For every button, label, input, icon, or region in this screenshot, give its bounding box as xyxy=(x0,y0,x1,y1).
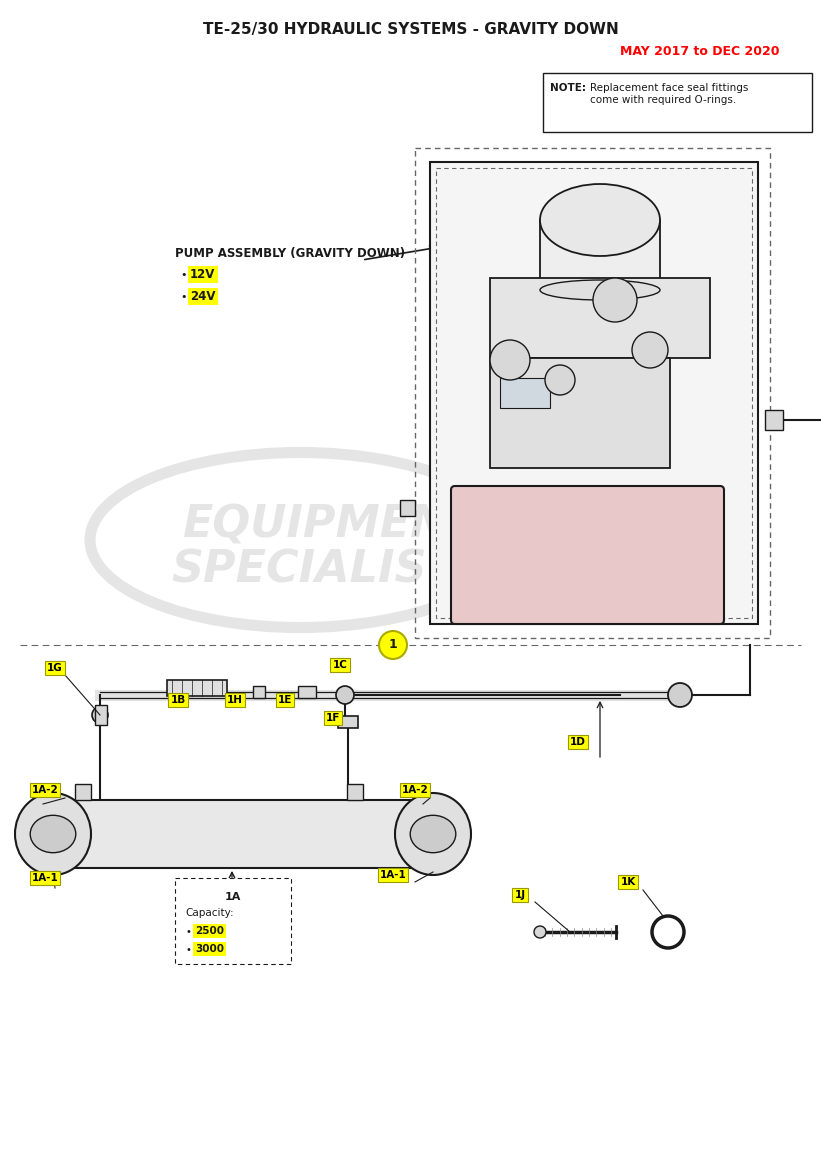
Circle shape xyxy=(336,686,354,703)
Text: 1J: 1J xyxy=(515,890,525,900)
Text: •: • xyxy=(180,292,186,302)
Text: MAY 2017 to DEC 2020: MAY 2017 to DEC 2020 xyxy=(621,45,780,58)
Text: EQUIPMENT: EQUIPMENT xyxy=(182,503,478,546)
Ellipse shape xyxy=(540,184,660,256)
Text: 1: 1 xyxy=(388,639,397,651)
FancyBboxPatch shape xyxy=(175,878,291,964)
Text: 1F: 1F xyxy=(326,713,340,723)
Bar xyxy=(95,705,107,725)
Text: 1E: 1E xyxy=(277,695,292,705)
FancyBboxPatch shape xyxy=(543,73,812,132)
Text: •: • xyxy=(185,945,190,955)
Text: 1D: 1D xyxy=(570,737,586,747)
Bar xyxy=(298,686,316,698)
Circle shape xyxy=(668,683,692,707)
Text: •: • xyxy=(180,270,186,280)
Text: 1A-1: 1A-1 xyxy=(32,874,58,883)
Text: NOTE:: NOTE: xyxy=(550,83,586,93)
Circle shape xyxy=(490,340,530,379)
Circle shape xyxy=(534,926,546,938)
Text: •: • xyxy=(185,927,190,937)
Ellipse shape xyxy=(540,280,660,300)
Circle shape xyxy=(379,631,407,659)
Text: 1A-2: 1A-2 xyxy=(32,784,58,795)
Text: Replacement face seal fittings
come with required O-rings.: Replacement face seal fittings come with… xyxy=(590,83,749,104)
Circle shape xyxy=(632,332,668,368)
Ellipse shape xyxy=(410,816,456,853)
Circle shape xyxy=(593,278,637,322)
Text: 1G: 1G xyxy=(47,663,63,673)
Text: 1A-1: 1A-1 xyxy=(379,870,406,880)
Ellipse shape xyxy=(395,793,471,875)
Text: 1K: 1K xyxy=(621,877,635,887)
Bar xyxy=(347,784,363,799)
Text: 1C: 1C xyxy=(333,659,347,670)
Bar xyxy=(500,378,550,408)
Text: 1H: 1H xyxy=(227,695,243,705)
Text: SPECIALISTS: SPECIALISTS xyxy=(171,548,489,591)
Bar xyxy=(75,784,91,799)
Text: TE-25/30 HYDRAULIC SYSTEMS - GRAVITY DOWN: TE-25/30 HYDRAULIC SYSTEMS - GRAVITY DOW… xyxy=(203,22,619,37)
Text: 1A-2: 1A-2 xyxy=(401,784,429,795)
Bar xyxy=(490,278,710,358)
Bar xyxy=(540,220,660,290)
Bar xyxy=(338,716,358,728)
Ellipse shape xyxy=(30,816,76,853)
Text: 3000: 3000 xyxy=(195,944,224,955)
Bar xyxy=(253,686,265,698)
Circle shape xyxy=(545,364,575,395)
Text: PUMP ASSEMBLY (GRAVITY DOWN): PUMP ASSEMBLY (GRAVITY DOWN) xyxy=(175,246,405,260)
Bar xyxy=(490,358,670,467)
Circle shape xyxy=(92,707,108,723)
Text: Capacity:: Capacity: xyxy=(185,908,234,918)
Bar xyxy=(765,410,783,430)
Text: 1B: 1B xyxy=(171,695,186,705)
FancyBboxPatch shape xyxy=(451,486,724,624)
Bar xyxy=(400,500,415,516)
Ellipse shape xyxy=(15,793,91,875)
Bar xyxy=(430,162,758,624)
Text: 24V: 24V xyxy=(190,290,215,303)
Bar xyxy=(53,799,433,868)
Text: 2500: 2500 xyxy=(195,926,224,936)
Text: 12V: 12V xyxy=(190,268,215,281)
Bar xyxy=(167,680,227,697)
Text: 1A: 1A xyxy=(225,892,241,902)
